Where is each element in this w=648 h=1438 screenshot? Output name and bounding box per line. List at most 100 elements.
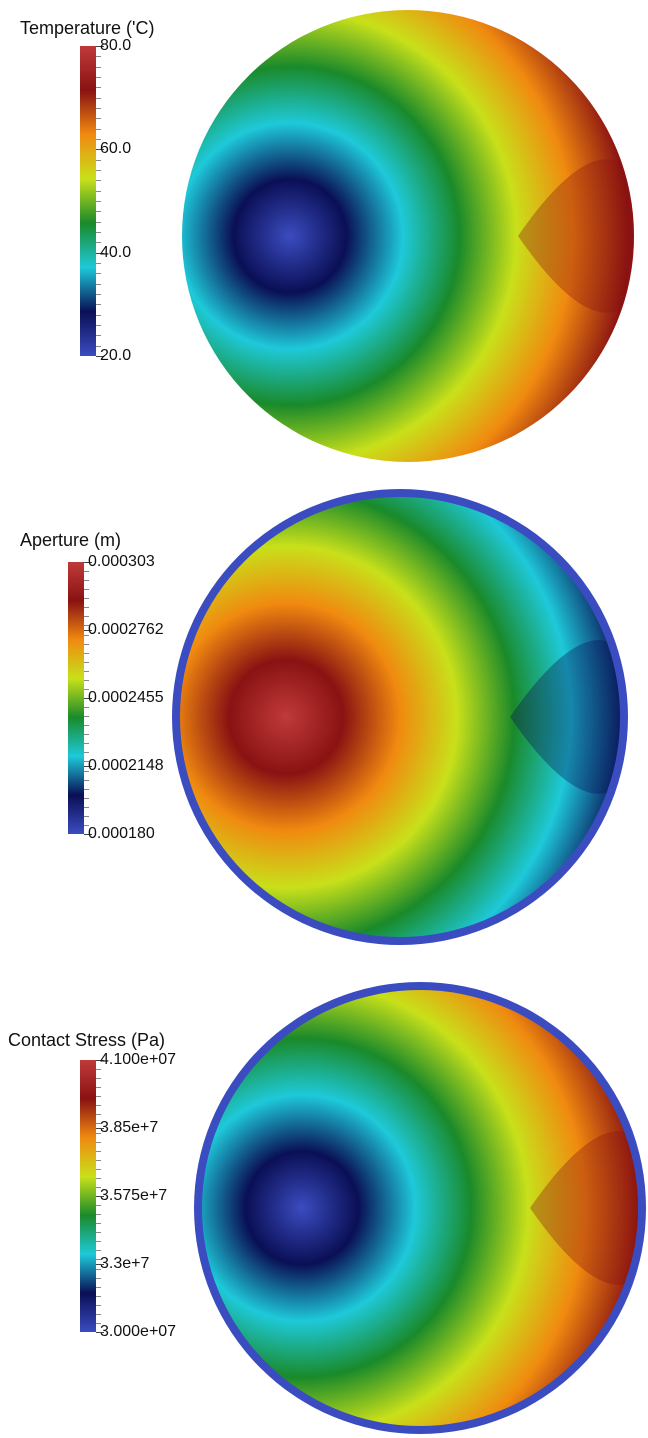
colorbar-minor-tick <box>96 1105 101 1107</box>
colorbar-minor-tick <box>96 180 101 182</box>
colorbar-minor-tick <box>84 707 89 709</box>
colorbar-minor-tick <box>96 1295 101 1297</box>
colorbar-minor-tick <box>84 743 89 745</box>
colorbar-tick-label: 60.0 <box>100 140 132 158</box>
colorbar-tick-label: 40.0 <box>100 243 132 261</box>
temperature-panel: Temperature ('C) 80.0 60.0 40.0 20.0 <box>0 0 648 470</box>
colorbar-minor-tick <box>96 1087 101 1089</box>
colorbar-minor-tick <box>96 283 101 285</box>
colorbar-major-tick <box>96 252 104 254</box>
colorbar-major-tick <box>84 630 92 631</box>
colorbar-tick-label: 0.0002148 <box>88 757 164 774</box>
colorbar-minor-tick <box>84 824 89 826</box>
colorbar-minor-tick <box>96 1141 101 1143</box>
colorbar-minor-tick <box>96 242 101 244</box>
colorbar-minor-tick <box>96 1205 101 1207</box>
colorbar-minor-tick <box>96 211 101 213</box>
colorbar-minor-tick <box>96 1214 101 1216</box>
colorbar-minor-tick <box>96 1304 101 1306</box>
cusp-shading <box>530 1131 638 1285</box>
field-disc <box>202 990 638 1426</box>
colorbar-tick-label: 80.0 <box>100 37 132 54</box>
colorbar-minor-tick <box>96 108 101 109</box>
cusp-shading <box>510 640 620 794</box>
colorbar-minor-tick <box>96 304 101 306</box>
colorbar-minor-tick <box>96 66 101 68</box>
colorbar-tick-label: 3.000e+07 <box>100 1323 177 1340</box>
colorbar-minor-tick <box>84 716 89 718</box>
colorbar-minor-tick <box>96 87 101 89</box>
colorbar-minor-tick <box>96 1259 101 1261</box>
colorbar-minor-tick <box>84 761 89 763</box>
colorbar-tick-label: 0.0002762 <box>88 621 164 638</box>
colorbar-minor-tick <box>84 752 89 754</box>
colorbar-minor-tick <box>96 1150 101 1152</box>
field-disc <box>180 497 620 937</box>
colorbar-major-tick <box>84 834 92 835</box>
colorbar-tick-label: 0.000180 <box>88 825 155 842</box>
colorbar-minor-tick <box>96 263 101 264</box>
colorbar-minor-tick <box>96 1268 101 1270</box>
colorbar-tick-label: 4.100e+07 <box>100 1051 177 1068</box>
colorbar-major-tick <box>96 1332 104 1333</box>
colorbar-tick-label: 3.575e+7 <box>100 1187 168 1204</box>
colorbar-minor-tick <box>96 1313 101 1315</box>
colorbar-major-tick <box>96 46 104 47</box>
colorbar-minor-tick <box>84 616 89 618</box>
colorbar-major-tick <box>84 562 92 563</box>
colorbar-minor-tick <box>96 56 101 58</box>
colorbar-minor-tick <box>96 1069 101 1071</box>
colorbar-minor-tick <box>96 1177 101 1179</box>
field-disc <box>182 10 634 462</box>
colorbar-minor-tick <box>84 734 89 736</box>
colorbar-minor-tick <box>84 634 89 636</box>
contact-stress-field-plot <box>194 982 646 1434</box>
colorbar-minor-tick <box>96 1186 101 1188</box>
colorbar-minor-tick <box>96 273 101 275</box>
aperture-panel: Aperture (m) 0.000303 0.0002762 0.0002455 0… <box>0 470 648 960</box>
colorbar-major-tick <box>96 149 104 151</box>
colorbar-minor-tick <box>84 688 89 690</box>
colorbar-major-tick <box>84 766 92 767</box>
colorbar-minor-tick <box>96 232 101 233</box>
colorbar-minor-tick <box>84 797 89 799</box>
temperature-field-plot <box>182 10 634 462</box>
colorbar-minor-tick <box>96 1132 101 1134</box>
colorbar-minor-tick <box>96 1232 101 1234</box>
colorbar-minor-tick <box>84 770 89 772</box>
colorbar-minor-tick <box>96 314 101 316</box>
colorbar-minor-tick <box>84 589 89 591</box>
colorbar-minor-tick <box>84 679 89 681</box>
colorbar-minor-tick <box>84 725 89 727</box>
colorbar-minor-tick <box>96 1114 101 1116</box>
colorbar-minor-tick <box>84 670 89 672</box>
colorbar-minor-tick <box>96 77 101 78</box>
colorbar-major-tick <box>96 1060 104 1061</box>
colorbar-minor-tick <box>96 1286 101 1288</box>
colorbar-minor-tick <box>96 97 101 99</box>
colorbar-minor-tick <box>96 335 101 337</box>
colorbar-minor-tick <box>96 201 101 202</box>
colorbar-minor-tick <box>96 1250 101 1252</box>
colorbar-minor-tick <box>96 1241 101 1243</box>
contact-stress-panel: Contact Stress (Pa) 4.100e+07 3.85e+7 3.57… <box>0 960 648 1438</box>
aperture-colorbar <box>68 562 84 834</box>
colorbar-minor-tick <box>84 788 89 790</box>
colorbar-minor-tick <box>96 1159 101 1161</box>
colorbar-tick-label: 0.0002455 <box>88 689 164 706</box>
colorbar-minor-tick <box>96 1223 101 1225</box>
colorbar-minor-tick <box>96 1123 101 1125</box>
colorbar-major-tick <box>96 356 104 357</box>
colorbar-minor-tick <box>96 159 101 161</box>
colorbar-minor-tick <box>96 139 101 140</box>
aperture-field-plot <box>172 489 628 945</box>
colorbar-minor-tick <box>96 325 101 326</box>
colorbar-major-tick <box>96 1264 104 1265</box>
colorbar-major-tick <box>96 1128 104 1129</box>
colorbar-minor-tick <box>84 643 89 645</box>
colorbar-tick-label: 20.0 <box>100 347 132 364</box>
colorbar-minor-tick <box>96 1078 101 1080</box>
colorbar-minor-tick <box>96 190 101 192</box>
colorbar-minor-tick <box>84 779 89 781</box>
contact-stress-legend-title: Contact Stress (Pa) <box>8 1030 166 1050</box>
